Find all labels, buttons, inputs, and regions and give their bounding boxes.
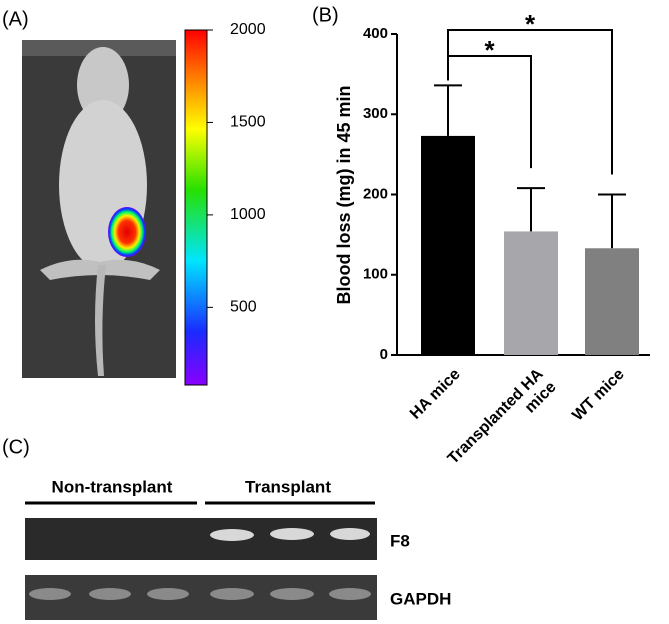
panel-label: (A) (2, 8, 29, 30)
panel-label: (C) (2, 436, 30, 458)
significance-label: * (525, 9, 536, 39)
gel-strip (25, 575, 377, 620)
panel-label: (B) (312, 4, 339, 26)
y-tick-label: 0 (380, 346, 388, 363)
colorbar (184, 29, 208, 386)
mouse-image (22, 40, 176, 378)
x-tick-label: Transplanted HAmice (445, 365, 560, 480)
y-tick-label: 100 (363, 266, 388, 283)
y-tick-label: 400 (363, 25, 388, 42)
y-tick-label: 300 (363, 105, 388, 122)
colorbar-tick-label: 500 (230, 299, 257, 316)
x-tick-label: HA mice (407, 366, 464, 423)
band-label: F8 (390, 531, 410, 550)
colorbar-tick-label: 2000 (230, 21, 266, 38)
bar (504, 231, 558, 355)
y-tick-label: 200 (363, 185, 388, 202)
band-label: GAPDH (390, 589, 451, 608)
colorbar-tick-label: 1500 (230, 114, 266, 131)
gel-bands (29, 588, 371, 600)
group-label: Transplant (245, 477, 331, 496)
significance-label: * (484, 35, 495, 65)
group-label: Non-transplant (52, 477, 173, 496)
bar (421, 135, 475, 355)
y-axis-label: Blood loss (mg) in 45 min (334, 85, 354, 304)
gel-bands (210, 528, 370, 541)
colorbar-tick-label: 1000 (230, 206, 266, 223)
x-tick-label: WT mice (569, 366, 628, 425)
gel-strip (25, 518, 377, 560)
significance-bracket (447, 29, 613, 175)
bar (585, 248, 639, 355)
